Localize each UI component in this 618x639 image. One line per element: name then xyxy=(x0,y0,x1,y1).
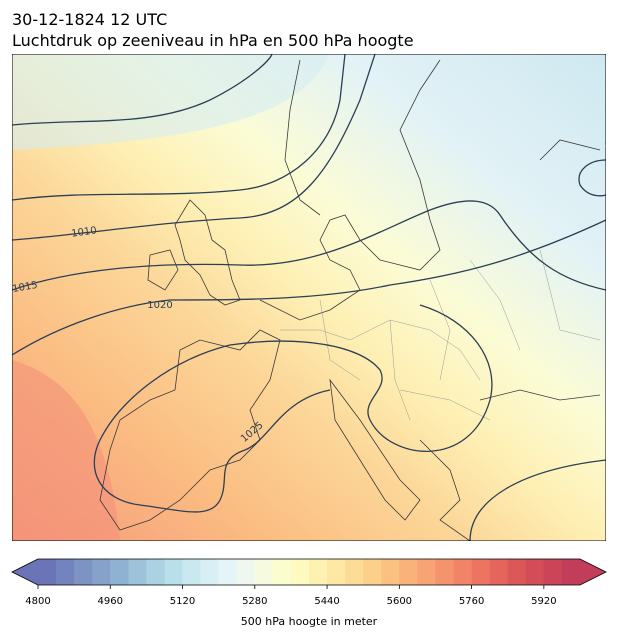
colorbar-segment xyxy=(381,559,400,585)
colorbar-segment xyxy=(327,559,346,585)
colorbar-segment xyxy=(309,559,328,585)
colorbar-segment xyxy=(489,559,509,585)
colorbar-segment xyxy=(128,559,147,585)
colorbar-segment xyxy=(507,559,527,585)
colorbar-segment xyxy=(435,559,454,585)
isobar xyxy=(12,219,606,356)
map xyxy=(12,54,606,541)
colorbar-tick-label: 5600 xyxy=(387,596,412,607)
colorbar-extend-low xyxy=(12,559,38,585)
colorbar-segment xyxy=(543,559,563,585)
height-band xyxy=(12,54,330,150)
contour-label: 1010 xyxy=(602,141,617,168)
subtitle: Luchtdruk op zeeniveau in hPa en 500 hPa… xyxy=(12,31,414,50)
colorbar-segment xyxy=(38,559,57,585)
colorbar-label: 500 hPa hoogte in meter xyxy=(241,615,378,628)
contour-label: 1010 xyxy=(71,225,98,239)
colorbar-tick-label: 5280 xyxy=(242,596,267,607)
colorbar-segment xyxy=(110,559,129,585)
title: 30-12-1824 12 UTC xyxy=(12,10,167,29)
colorbar-segment xyxy=(200,559,219,585)
colorbar-segment xyxy=(363,559,382,585)
colorbar: 4800 4960 5120 5280 5440 5600 5760 5920 500 hPa … xyxy=(11,558,607,628)
colorbar-segment xyxy=(74,559,93,585)
contour-label: 1020 xyxy=(147,300,172,311)
colorbar-segment xyxy=(525,559,545,585)
colorbar-segment xyxy=(417,559,436,585)
colorbar-segment xyxy=(290,559,310,585)
colorbar-tick-label: 5760 xyxy=(459,596,484,607)
colorbar-segment xyxy=(345,559,364,585)
colorbar-segment xyxy=(92,559,111,585)
colorbar-frame xyxy=(11,558,607,586)
colorbar-segment xyxy=(272,559,292,585)
colorbar-segment xyxy=(164,559,183,585)
colorbar-tick-label: 4800 xyxy=(25,596,50,607)
isobar xyxy=(93,304,493,513)
colorbar-segment xyxy=(254,559,274,585)
isobar xyxy=(469,159,606,541)
colorbar-tick-label: 4960 xyxy=(98,596,123,607)
colorbar-segment xyxy=(471,559,490,585)
colorbar-extend-high xyxy=(580,559,606,585)
colorbar-segment xyxy=(453,559,472,585)
colorbar-tick-label: 5120 xyxy=(170,596,195,607)
isobar xyxy=(12,54,376,241)
colorbar-tick-label: 5920 xyxy=(531,596,556,607)
colorbar-tick-label: 5440 xyxy=(314,596,339,607)
colorbar-segment xyxy=(236,559,256,585)
colorbar-segment xyxy=(399,559,418,585)
colorbar-segment xyxy=(146,559,165,585)
colorbar-segment xyxy=(561,559,581,585)
colorbar-segment xyxy=(56,559,75,585)
height-band xyxy=(12,360,120,541)
colorbar-segment xyxy=(182,559,201,585)
contour-label: 1015 xyxy=(12,280,39,295)
isobar xyxy=(12,200,606,291)
colorbar-segment xyxy=(218,559,238,585)
country-borders xyxy=(280,249,601,421)
